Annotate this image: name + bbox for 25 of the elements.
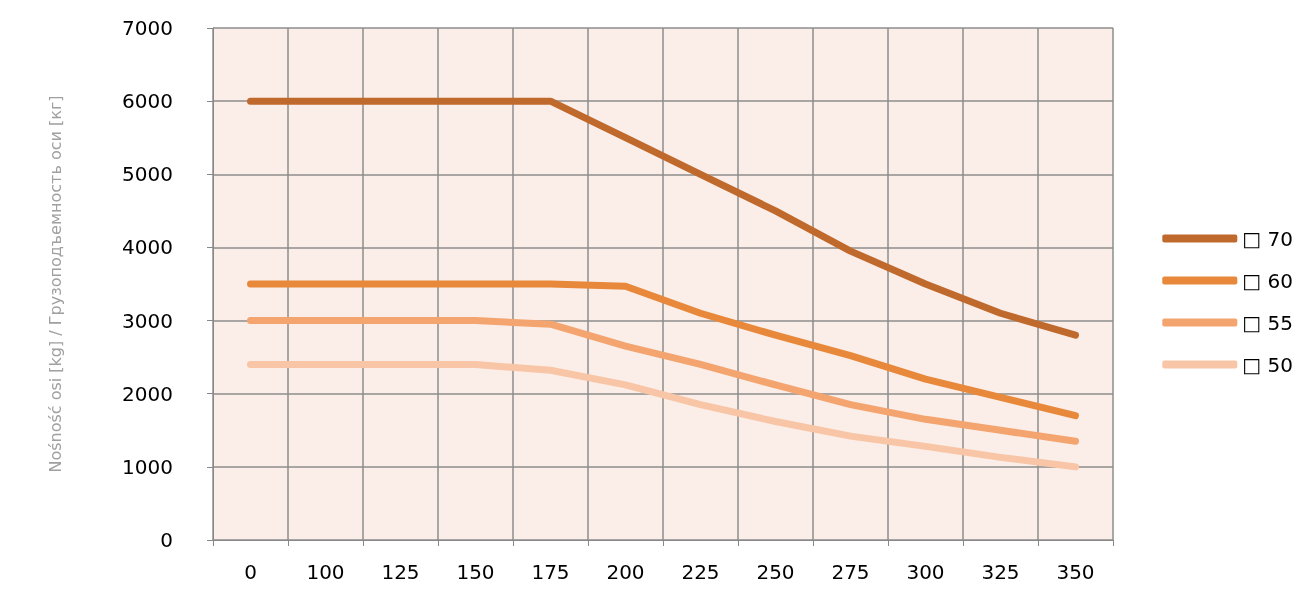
y-tick-label: 2000 (122, 381, 173, 406)
x-tick-label: 250 (756, 560, 795, 584)
x-tick-label: 100 (306, 560, 345, 584)
x-tick-label: 275 (831, 560, 870, 584)
legend-label: □ 55 (1242, 310, 1293, 335)
y-axis-title: Nośność osi [kg] / Грузоподъемность оси [кг] (45, 95, 65, 473)
y-tick-label: 6000 (122, 89, 173, 114)
x-tick-label: 125 (381, 560, 420, 584)
x-tick-label: 150 (456, 560, 495, 584)
legend-label: □ 50 (1242, 352, 1293, 377)
legend-label: □ 60 (1242, 268, 1293, 293)
y-tick-label: 5000 (122, 162, 173, 187)
x-tick-label: 175 (531, 560, 570, 584)
y-tick-label: 3000 (122, 308, 173, 333)
x-tick-label: 300 (906, 560, 945, 584)
x-tick-label: 325 (981, 560, 1020, 584)
x-tick-label: 200 (606, 560, 645, 584)
y-tick-label: 0 (160, 528, 173, 552)
y-tick-label: 7000 (122, 16, 173, 40)
y-tick-label: 4000 (122, 235, 173, 260)
x-tick-label: 350 (1056, 560, 1095, 584)
x-tick-label: 0 (244, 560, 257, 584)
x-tick-label: 225 (681, 560, 720, 584)
y-tick-label: 1000 (122, 454, 173, 479)
legend-label: □ 70 (1242, 226, 1293, 251)
